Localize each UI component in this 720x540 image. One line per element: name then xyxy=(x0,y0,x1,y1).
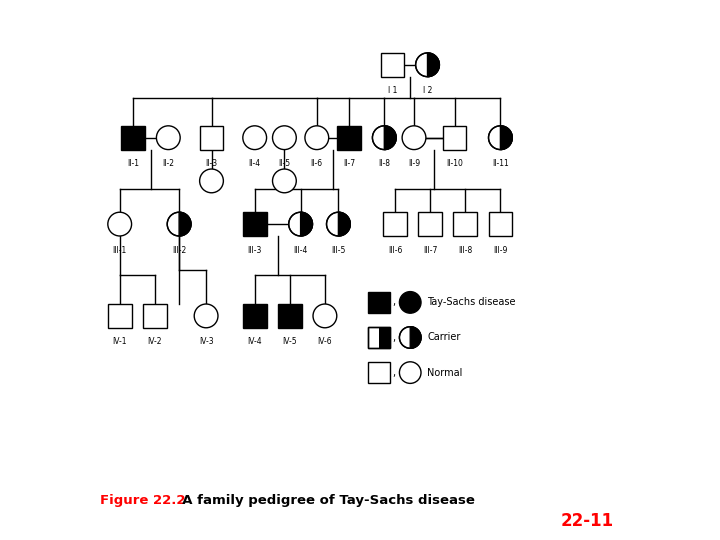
Polygon shape xyxy=(143,304,167,328)
Text: II-3: II-3 xyxy=(205,159,217,168)
Circle shape xyxy=(167,212,191,236)
Polygon shape xyxy=(428,53,439,77)
Text: III-5: III-5 xyxy=(331,246,346,255)
Circle shape xyxy=(243,126,266,150)
Circle shape xyxy=(327,212,350,236)
Circle shape xyxy=(313,304,337,328)
Text: II-6: II-6 xyxy=(311,159,323,168)
Circle shape xyxy=(108,212,132,236)
Polygon shape xyxy=(243,304,266,328)
Text: III-3: III-3 xyxy=(248,246,262,255)
Polygon shape xyxy=(418,212,442,236)
Text: IV-6: IV-6 xyxy=(318,338,332,347)
Text: II-7: II-7 xyxy=(343,159,355,168)
Polygon shape xyxy=(179,212,191,236)
Circle shape xyxy=(400,327,421,348)
Text: A family pedigree of Tay-Sachs disease: A family pedigree of Tay-Sachs disease xyxy=(173,494,474,507)
Polygon shape xyxy=(410,327,421,348)
Circle shape xyxy=(400,362,421,383)
Text: ,: , xyxy=(392,333,395,342)
Text: Tay-Sachs disease: Tay-Sachs disease xyxy=(428,298,516,307)
Text: Carrier: Carrier xyxy=(428,333,461,342)
Polygon shape xyxy=(443,126,467,150)
Polygon shape xyxy=(338,212,350,236)
Text: III-9: III-9 xyxy=(493,246,508,255)
Text: IV-1: IV-1 xyxy=(112,338,127,347)
Text: II-1: II-1 xyxy=(127,159,139,168)
Text: Normal: Normal xyxy=(428,368,463,377)
Polygon shape xyxy=(488,212,513,236)
Polygon shape xyxy=(368,362,390,383)
Circle shape xyxy=(415,53,439,77)
Text: ,: , xyxy=(392,368,395,377)
Polygon shape xyxy=(337,126,361,150)
Circle shape xyxy=(156,126,180,150)
Text: Figure 22.2: Figure 22.2 xyxy=(99,494,185,507)
Circle shape xyxy=(402,126,426,150)
Polygon shape xyxy=(500,126,512,150)
Polygon shape xyxy=(383,212,407,236)
Circle shape xyxy=(199,169,223,193)
Circle shape xyxy=(194,304,218,328)
Text: III-2: III-2 xyxy=(172,246,186,255)
Polygon shape xyxy=(368,327,390,348)
Polygon shape xyxy=(199,126,223,150)
Polygon shape xyxy=(301,212,312,236)
Polygon shape xyxy=(368,292,390,313)
Polygon shape xyxy=(384,126,396,150)
Text: IV-5: IV-5 xyxy=(282,338,297,347)
Text: II-2: II-2 xyxy=(162,159,174,168)
Text: 22-11: 22-11 xyxy=(561,512,613,530)
Polygon shape xyxy=(278,304,302,328)
Polygon shape xyxy=(121,126,145,150)
Text: II-8: II-8 xyxy=(378,159,390,168)
Polygon shape xyxy=(379,327,390,348)
Circle shape xyxy=(272,126,297,150)
Circle shape xyxy=(488,126,513,150)
Text: III-7: III-7 xyxy=(423,246,437,255)
Polygon shape xyxy=(243,212,266,236)
Text: III-6: III-6 xyxy=(388,246,402,255)
Text: II-5: II-5 xyxy=(279,159,290,168)
Text: II-11: II-11 xyxy=(492,159,509,168)
Circle shape xyxy=(372,126,396,150)
Text: I 2: I 2 xyxy=(423,86,432,96)
Text: II-4: II-4 xyxy=(248,159,261,168)
Circle shape xyxy=(289,212,312,236)
Text: III-4: III-4 xyxy=(294,246,307,255)
Text: II-9: II-9 xyxy=(408,159,420,168)
Circle shape xyxy=(305,126,328,150)
Polygon shape xyxy=(108,304,132,328)
Polygon shape xyxy=(381,53,405,77)
Text: IV-2: IV-2 xyxy=(148,338,162,347)
Text: III-1: III-1 xyxy=(112,246,127,255)
Polygon shape xyxy=(454,212,477,236)
Circle shape xyxy=(272,169,297,193)
Text: I 1: I 1 xyxy=(387,86,397,96)
Text: II-10: II-10 xyxy=(446,159,463,168)
Text: ,: , xyxy=(392,298,395,307)
Text: IV-3: IV-3 xyxy=(199,338,213,347)
Text: IV-4: IV-4 xyxy=(248,338,262,347)
Text: III-8: III-8 xyxy=(458,246,472,255)
Circle shape xyxy=(400,292,421,313)
